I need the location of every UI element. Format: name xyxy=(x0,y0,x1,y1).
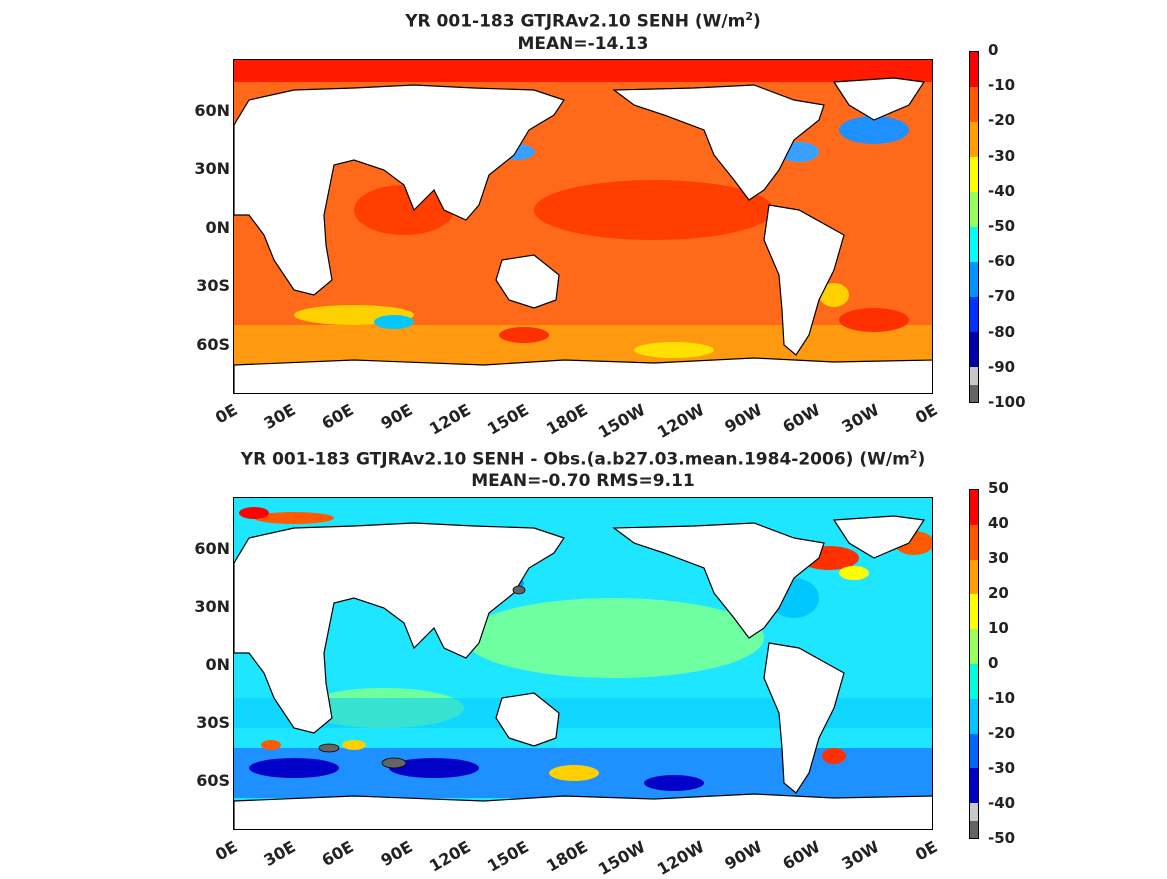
panel2-lon-label: 120W xyxy=(653,837,708,879)
panel1-lon-label: 120W xyxy=(653,400,708,442)
colorbar-swatch xyxy=(970,768,978,804)
panel1-lon-label: 180E xyxy=(542,400,591,439)
panel1-lat-label: 30S xyxy=(196,276,230,295)
colorbar-swatch xyxy=(970,698,978,734)
panel2-colorbar-tick: -40 xyxy=(988,794,1016,812)
panel2-lat-label: 30N xyxy=(194,597,230,616)
panel1-colorbar-tick: -100 xyxy=(988,393,1026,411)
panel2-colorbar-tick: 20 xyxy=(988,584,1009,602)
panel1-lat-label: 30N xyxy=(194,159,230,178)
panel1-lon-label: 60E xyxy=(318,400,358,434)
colorbar-swatch xyxy=(970,52,978,87)
panel1-colorbar-tick: -70 xyxy=(988,287,1016,306)
colorbar-swatch xyxy=(970,87,978,122)
panel1-colorbar-tick: -30 xyxy=(988,146,1016,165)
panel2-lon-label: 60W xyxy=(779,837,824,874)
colorbar-swatch xyxy=(970,524,978,560)
panel1-colorbar-tick: -90 xyxy=(988,357,1016,376)
panel1-map xyxy=(233,59,933,394)
panel1-lon-label: 0E xyxy=(211,400,241,428)
panel2-lon-label: 120E xyxy=(425,837,474,876)
panel1-lon-label: 120E xyxy=(425,400,474,439)
panel1-colorbar-tick: -10 xyxy=(988,76,1016,95)
colorbar-swatch xyxy=(970,227,978,262)
panel2-colorbar-tick: -30 xyxy=(988,759,1016,777)
colorbar-swatch xyxy=(970,559,978,595)
panel2-lon-label: 0E xyxy=(211,837,241,865)
panel1-lat-label: 0N xyxy=(205,218,230,237)
panel1-lat-label: 60N xyxy=(194,101,230,120)
colorbar-swatch xyxy=(970,157,978,192)
panel1-lon-label: 90W xyxy=(721,400,766,437)
colorbar-swatch xyxy=(970,384,978,402)
panel1-colorbar-tick: -50 xyxy=(988,217,1016,235)
panel2-lon-label: 0E xyxy=(911,837,941,865)
panel1-lon-label: 30W xyxy=(838,400,883,437)
panel2-lat-label: 60S xyxy=(196,771,230,790)
panel2-colorbar-tick: -10 xyxy=(988,689,1016,707)
panel2-lon-label: 150W xyxy=(595,837,649,879)
panel2-colorbar-tick: 10 xyxy=(988,619,1009,637)
panel1-lon-label: 150W xyxy=(595,400,649,442)
panel2-lat-label: 60N xyxy=(194,539,230,558)
panel1-colorbar-tick: -80 xyxy=(988,322,1016,341)
panel2-stats: MEAN=-0.70 RMS=9.11 xyxy=(471,471,695,491)
colorbar-swatch xyxy=(970,262,978,297)
panel2-map xyxy=(233,497,933,830)
colorbar-swatch xyxy=(970,122,978,157)
panel2-lon-label: 30W xyxy=(838,837,883,874)
panel1-colorbar-tick: -20 xyxy=(988,111,1016,130)
panel2-lon-label: 150E xyxy=(484,837,533,876)
panel2-lon-label: 90W xyxy=(721,837,766,874)
panel1-title: YR 001-183 GTJRAv2.10 SENH (W/m2) xyxy=(405,10,761,32)
panel2-colorbar-tick: -20 xyxy=(988,724,1016,742)
panel1-colorbar-tick: 0 xyxy=(988,41,999,59)
panel2-lat-label: 30S xyxy=(196,713,230,732)
colorbar-swatch xyxy=(970,332,978,367)
panel1-lon-label: 60W xyxy=(779,400,824,437)
panel2-lon-label: 180E xyxy=(542,837,591,876)
panel2-lon-label: 30E xyxy=(260,837,299,871)
panel1-colorbar xyxy=(969,51,979,403)
colorbar-swatch xyxy=(970,367,978,385)
panel2-colorbar-tick: 0 xyxy=(988,654,999,672)
panel1-lon-label: 0E xyxy=(911,400,941,428)
panel1-lon-label: 30E xyxy=(260,400,299,434)
panel2-colorbar-tick: 40 xyxy=(988,514,1009,532)
colorbar-swatch xyxy=(970,594,978,630)
colorbar-swatch xyxy=(970,733,978,769)
panel1-lat-label: 60S xyxy=(196,335,230,354)
panel2-colorbar-tick: 50 xyxy=(988,479,1009,497)
colorbar-swatch xyxy=(970,297,978,332)
panel1-colorbar-tick: -40 xyxy=(988,181,1016,200)
panel2-colorbar-tick: 30 xyxy=(988,549,1009,567)
colorbar-swatch xyxy=(970,192,978,227)
panel1-lon-label: 90E xyxy=(377,400,416,434)
panel1-colorbar-tick: -60 xyxy=(988,252,1016,271)
panel2-lon-label: 60E xyxy=(318,837,358,871)
colorbar-swatch xyxy=(970,629,978,664)
panel2-lat-label: 0N xyxy=(205,655,230,674)
colorbar-swatch xyxy=(970,803,978,821)
panel2-colorbar-tick: -50 xyxy=(988,829,1016,847)
panel1-stats: MEAN=-14.13 xyxy=(517,34,649,54)
panel2-title: YR 001-183 GTJRAv2.10 SENH - Obs.(a.b27.… xyxy=(240,448,926,470)
colorbar-swatch xyxy=(970,663,978,699)
panel1-lon-label: 150E xyxy=(484,400,533,439)
colorbar-swatch xyxy=(970,820,978,838)
colorbar-swatch xyxy=(970,490,978,525)
panel2-lon-label: 90E xyxy=(377,837,416,871)
panel2-colorbar xyxy=(969,489,979,839)
